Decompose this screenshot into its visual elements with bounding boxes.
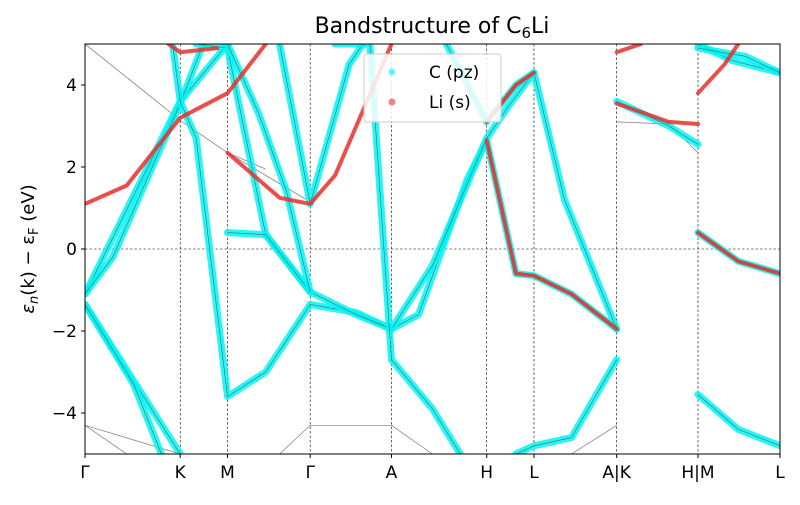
y-tick-label: −2 <box>52 322 77 342</box>
bands-layer <box>85 44 780 454</box>
band-line <box>227 44 311 293</box>
band-line <box>335 44 461 454</box>
x-tick-label: H <box>480 463 493 483</box>
band-line-thin <box>279 424 433 454</box>
chart-title: Bandstructure of C6Li <box>315 14 550 42</box>
band-li-s <box>85 44 268 206</box>
band-li-s <box>696 230 780 276</box>
y-tick-label: 2 <box>66 158 77 178</box>
legend-label-li-s: Li (s) <box>429 93 471 113</box>
band-line <box>515 359 617 454</box>
x-tick-label: M <box>220 463 235 483</box>
band-line <box>196 44 617 330</box>
band-c-pz <box>276 44 367 208</box>
band-li-s <box>166 44 220 55</box>
x-tick-label: Γ <box>80 463 90 483</box>
band-c-pz <box>512 356 621 454</box>
band-c-pz <box>694 229 780 278</box>
legend-label-c-pz: C (pz) <box>429 63 479 83</box>
band-li-s <box>484 138 619 331</box>
legend-marker-c-pz <box>388 68 396 76</box>
band-line <box>697 47 780 73</box>
band-line <box>85 44 204 295</box>
band-line-thin <box>227 152 311 203</box>
x-tick-label: A|K <box>602 463 631 483</box>
x-tick-label: Γ <box>305 463 315 483</box>
band-line <box>697 394 780 447</box>
band-c-pz <box>224 44 314 296</box>
band-li-s <box>614 44 643 55</box>
x-tick-label: L <box>529 463 539 483</box>
band-line-thin <box>85 424 181 454</box>
band-line <box>279 44 364 204</box>
band-c-pz <box>694 391 780 450</box>
band-c-pz <box>85 300 165 454</box>
band-li-s <box>225 44 394 206</box>
band-line-thin <box>85 44 266 170</box>
x-tick-label: A <box>386 463 398 483</box>
band-line-thin <box>85 425 127 454</box>
band-line <box>85 304 162 454</box>
legend-marker-li-s <box>388 98 396 106</box>
band-line-thin <box>571 425 617 454</box>
legend: C (pz) Li (s) <box>363 53 502 123</box>
x-tick-label: H|M <box>681 463 714 483</box>
band-c-pz <box>85 44 231 298</box>
y-tick-label: 0 <box>66 240 77 260</box>
y-tick-label: −4 <box>52 404 77 424</box>
band-li-s <box>696 44 741 96</box>
y-ticks: −4 −2 0 2 4 <box>52 76 85 424</box>
x-ticks: Γ K M Γ A H L A|K H|M L <box>80 454 785 483</box>
band-li-s <box>614 101 700 126</box>
x-tick-label: L <box>775 463 785 483</box>
legend-box <box>363 53 502 123</box>
y-tick-label: 4 <box>66 76 77 96</box>
band-line <box>227 232 311 293</box>
y-axis-label: εn(k) − εF (eV) <box>18 184 42 313</box>
x-tick-label: K <box>175 463 187 483</box>
